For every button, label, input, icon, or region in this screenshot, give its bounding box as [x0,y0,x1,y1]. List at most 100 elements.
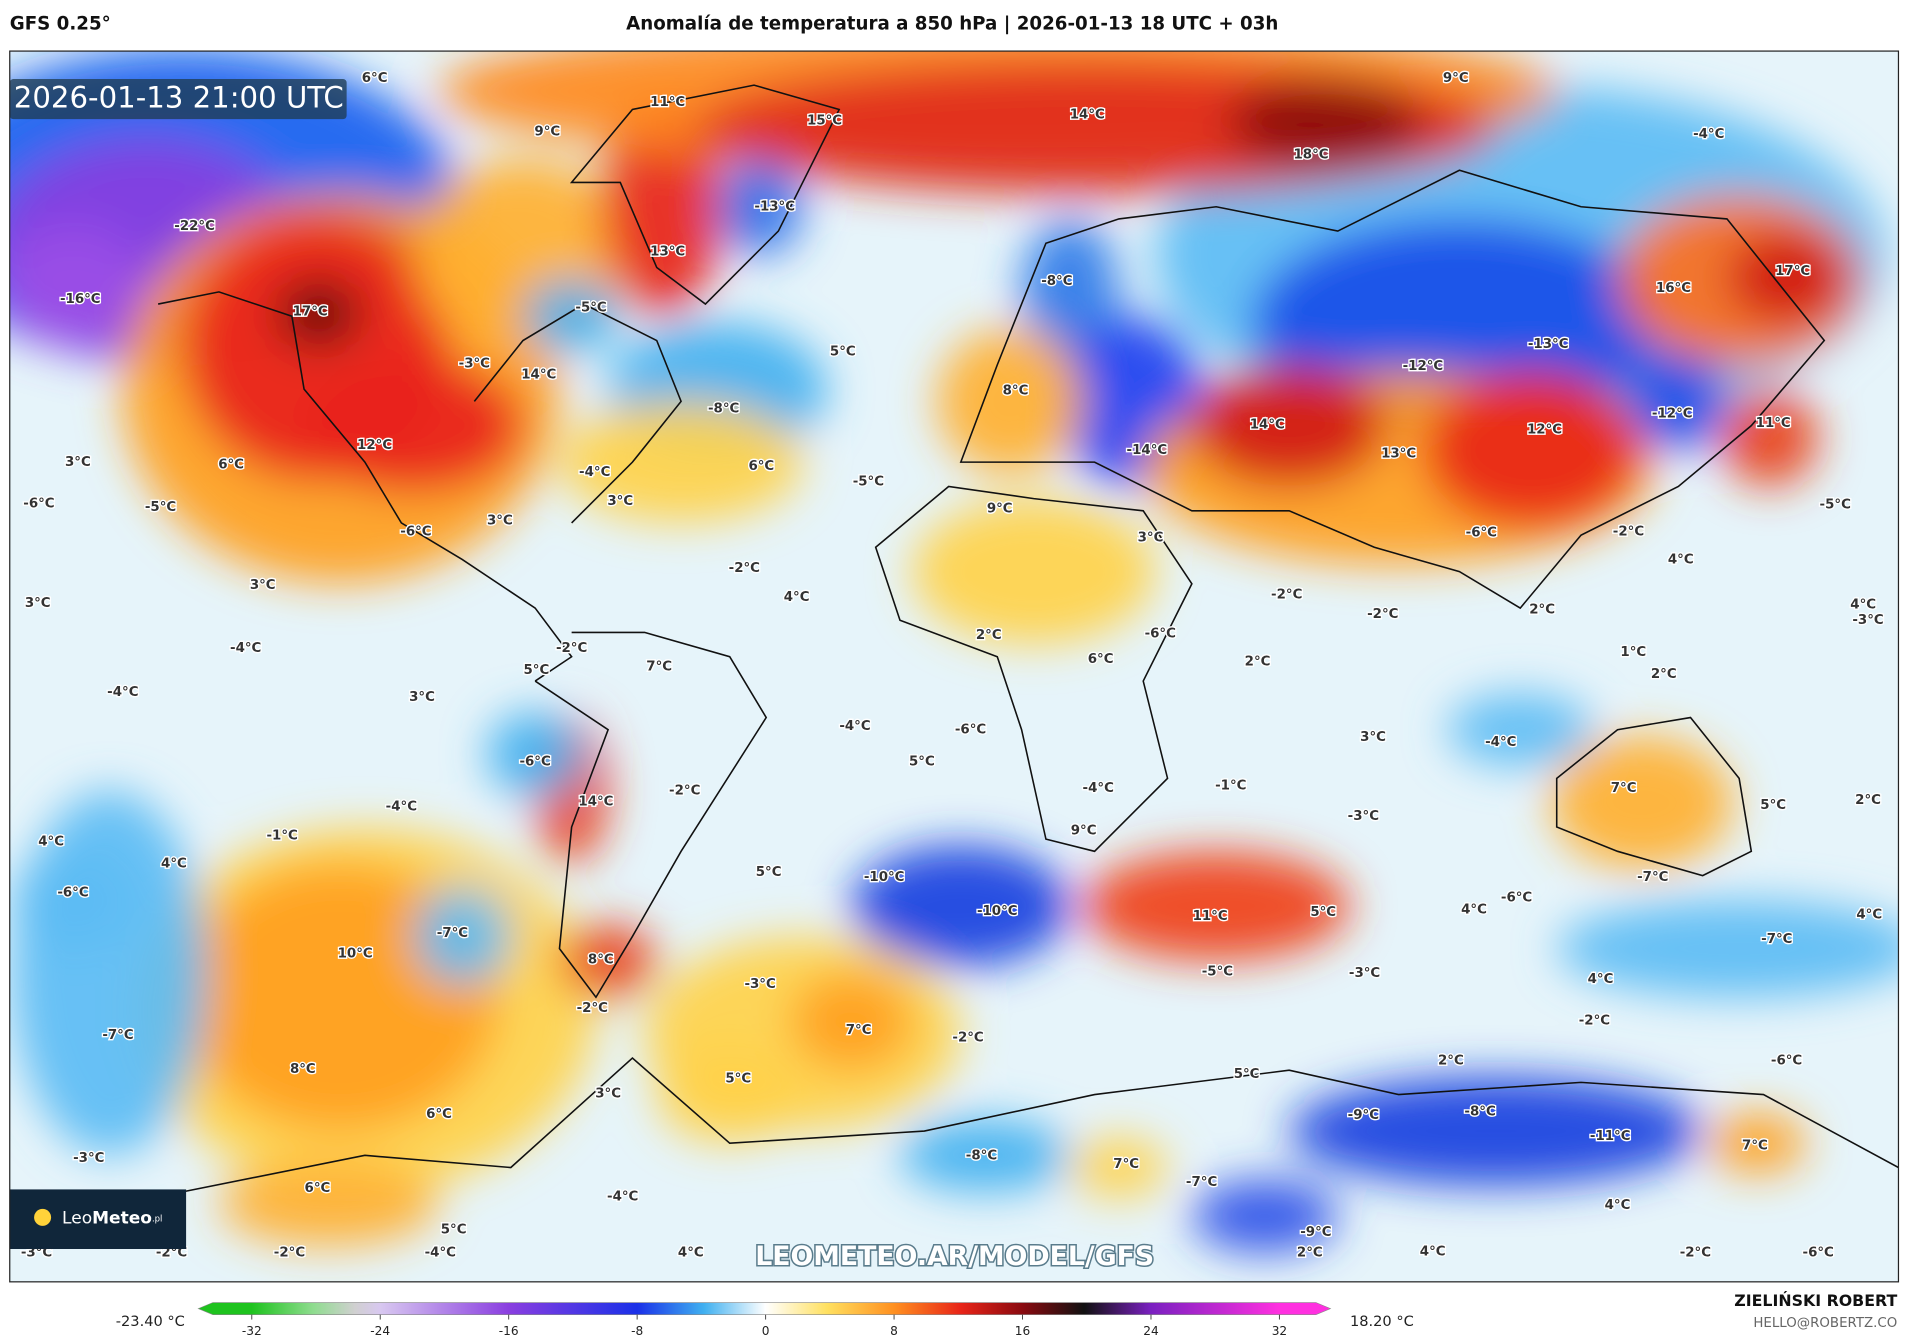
temperature-label: -6°C [1145,627,1176,642]
coast-east-america [473,303,682,524]
temperature-label: 6°C [362,71,388,86]
temperature-label: -6°C [1803,1246,1834,1261]
coast-south-america [534,631,768,999]
temperature-label: 4°C [1605,1198,1631,1213]
temperature-label: 8°C [1003,383,1029,398]
temperature-label: -2°C [669,784,700,799]
temperature-label: 7°C [1742,1139,1768,1154]
temperature-label: 2°C [1245,655,1271,670]
coast-eurasia [959,169,1826,610]
logo-suffix: .pl [152,1214,162,1224]
colorbar-min: -23.40 °C [116,1313,185,1330]
anomaly-blob [1720,389,1819,487]
colorbar-bar [197,1302,1332,1315]
model-name: GFS 0.25° [10,13,111,34]
anomaly-blob [717,158,803,256]
coast-africa [874,485,1193,853]
temperature-label: -3°C [459,357,490,372]
anomaly-blob [1550,735,1734,870]
temperature-label: 5°C [1760,798,1786,813]
coast-greenland [569,84,841,306]
anomaly-blob [12,851,134,949]
temperature-label: 4°C [678,1246,704,1261]
colorbar-tick-label: -8 [631,1324,643,1338]
temperature-label: 5°C [441,1223,467,1238]
temperature-label: 6°C [426,1107,452,1122]
temperature-label: -3°C [1852,613,1883,628]
anomaly-blob [656,1045,803,1144]
colorbar: -23.40 °C 18.20 °C -32 -24 -16 -8 0 8 16 24 32 [116,1302,1414,1338]
temperature-label: 14°C [1250,417,1285,432]
temperature-label: -4°C [607,1190,638,1205]
temperature-label: 9°C [987,501,1013,516]
temperature-label: 2°C [1297,1246,1323,1261]
logo-light: Leo [62,1209,92,1229]
temperature-label: -4°C [1485,735,1516,750]
coastlines [157,84,1899,1193]
temperature-label: 2°C [1855,793,1881,808]
temperature-label: -9°C [1348,1108,1379,1123]
temperature-label: -6°C [955,723,986,738]
temperature-label: 6°C [305,1181,331,1196]
colorbar-tick-label: 16 [1015,1324,1030,1338]
temperature-label: 9°C [1071,824,1097,839]
temperature-label: -5°C [145,500,176,515]
temperature-label: 1°C [1620,645,1646,660]
temperature-label: 3°C [1138,531,1164,546]
anomaly-blob [936,328,1083,475]
temperature-label: 11°C [1756,416,1791,431]
temperature-label: -2°C [952,1030,983,1045]
temperature-label: -4°C [425,1246,456,1261]
temperature-label: 7°C [646,659,672,674]
temperature-label: -16°C [60,292,101,307]
temperature-label: 4°C [784,590,810,605]
temperature-label: -5°C [1820,498,1851,513]
temperature-label: 15°C [807,113,842,128]
map-frame [9,50,1900,1283]
anomaly-blob [851,845,1071,967]
temperature-label: -22°C [174,219,215,234]
temperature-label: -5°C [853,475,884,490]
colorbar-tick-label: -24 [370,1324,390,1338]
map-title: Anomalía de temperatura a 850 hPa | 2026… [626,13,1278,34]
author: ZIELIŃSKI ROBERT [1734,1291,1897,1310]
temperature-label: 13°C [650,245,685,260]
temperature-label: -13°C [1528,337,1569,352]
temperature-label: 9°C [534,124,560,139]
temperature-label: 3°C [487,514,513,529]
temperature-label: 11°C [1193,909,1228,924]
temperature-label: -6°C [23,496,54,511]
anomaly-blob [1629,352,1727,450]
temperature-label: -8°C [1041,274,1072,289]
temperature-label: -2°C [1367,607,1398,622]
temperature-label: -2°C [729,561,760,576]
temperature-label: 18°C [1294,147,1329,162]
temperature-label: 12°C [1527,422,1562,437]
temperature-label: -2°C [1613,524,1644,539]
temperature-label: 5°C [1310,905,1336,920]
temperature-label: 9°C [1443,71,1469,86]
temperature-label: 10°C [338,946,373,961]
temperature-label: -2°C [577,1001,608,1016]
logo-text: LeoMeteo.pl [62,1209,162,1229]
temperature-label: -1°C [1215,779,1246,794]
temperature-label: 14°C [521,368,556,383]
temperature-label: -8°C [1464,1105,1495,1120]
temperature-label: -1°C [267,829,298,844]
temperature-label: -11°C [1590,1129,1631,1144]
temperature-label: 4°C [1588,972,1614,987]
map-labels: 6°C 11°C 9°C 15°C 14°C 9°C 18°C -4°C -22°C -13°C 1… [20,69,1886,1261]
temperature-label: 8°C [290,1062,316,1077]
temperature-label: -2°C [556,641,587,656]
temperature-label: -12°C [1652,406,1693,421]
anomaly-blob [1191,364,1387,487]
colorbar-tick-label: 0 [762,1324,770,1338]
temperature-label: 5°C [523,663,549,678]
anomaly-blob [1070,1137,1168,1198]
temperature-label: 3°C [65,455,91,470]
anomaly-blob [218,1161,438,1247]
temperature-label: -6°C [400,524,431,539]
temperature-label: 5°C [830,344,856,359]
